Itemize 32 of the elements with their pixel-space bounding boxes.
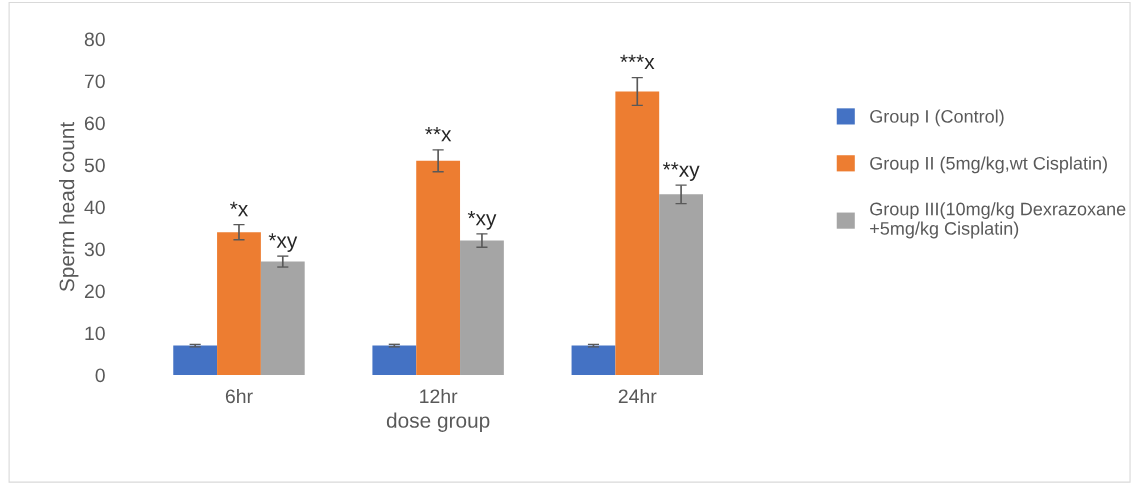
bar xyxy=(173,345,218,375)
y-tick-label: 0 xyxy=(95,368,105,383)
y-tick-label: 80 xyxy=(84,32,105,47)
y-tick-label: 10 xyxy=(85,326,105,341)
bar xyxy=(615,91,660,375)
bar xyxy=(372,345,417,375)
y-tick-label: 70 xyxy=(84,74,105,89)
bar xyxy=(416,160,461,375)
x-tick-label: 6hr xyxy=(225,388,253,404)
data-label: **x xyxy=(425,127,452,142)
legend-label: Group II (5mg/kg,wt Cisplatin) xyxy=(870,156,1107,174)
legend-label: Group I (Control) xyxy=(870,109,1004,127)
bar xyxy=(260,261,305,375)
bar xyxy=(217,232,261,375)
bar xyxy=(460,240,504,375)
y-axis-title: Sperm head count xyxy=(59,122,79,292)
y-tick-label: 30 xyxy=(84,242,105,257)
x-tick-label: 24hr xyxy=(618,388,657,403)
y-tick-label: 50 xyxy=(84,158,105,173)
data-label: *xy xyxy=(467,211,497,230)
data-label: ***x xyxy=(620,54,655,70)
data-label: *x xyxy=(230,201,249,217)
data-label: *xy xyxy=(268,233,298,252)
x-tick-label: 12hr xyxy=(420,388,458,403)
y-tick-label: 20 xyxy=(84,284,105,299)
bar xyxy=(571,345,616,375)
legend-label: Group III(10mg/kg Dexrazoxane +5mg/kg Cisplatin) xyxy=(870,202,1126,239)
y-tick-label: 40 xyxy=(84,200,105,215)
data-label: **xy xyxy=(662,162,700,181)
x-axis-title: dose group xyxy=(386,412,490,432)
y-tick-label: 60 xyxy=(84,116,105,131)
bar xyxy=(659,194,703,375)
